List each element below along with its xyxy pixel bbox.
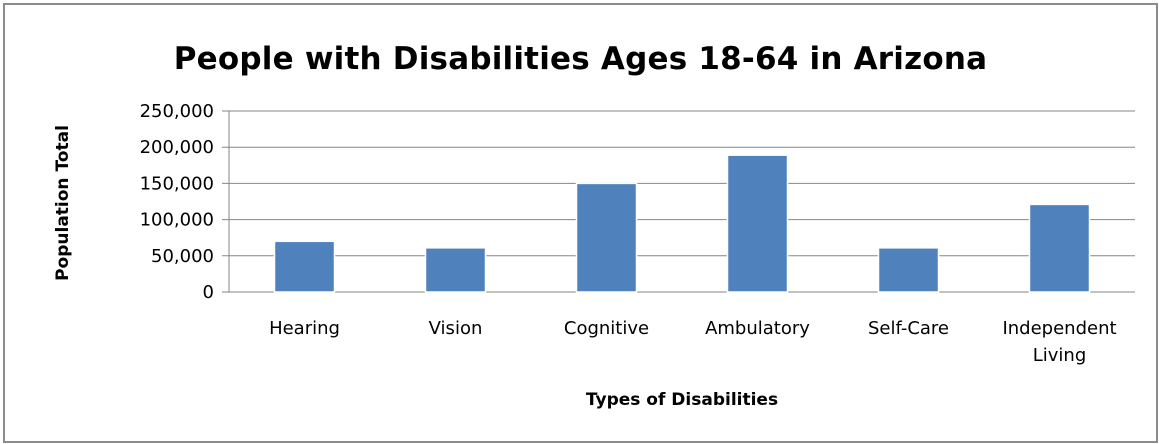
- x-tick-label: Ambulatory: [705, 318, 810, 339]
- x-tick-label: Cognitive: [564, 318, 649, 339]
- y-tick-label: 100,000: [140, 210, 214, 231]
- y-tick-label: 50,000: [151, 246, 214, 267]
- bar: [1028, 203, 1091, 293]
- x-tick-label: Self-Care: [868, 318, 949, 339]
- x-tick-label: Independent: [1002, 318, 1116, 339]
- x-axis-title: Types of Disabilities: [586, 390, 778, 410]
- x-tick-label: Living: [1033, 345, 1087, 366]
- x-tick-label: Hearing: [269, 318, 340, 339]
- gridlines: [222, 110, 1135, 293]
- bars: [273, 154, 1091, 293]
- y-axis-ticks: 0 50,000 100,000 150,000 200,000 250,000: [140, 101, 214, 303]
- bar: [726, 154, 789, 293]
- x-axis-ticks: Hearing Vision Cognitive Ambulatory Self-Car…: [269, 318, 1116, 366]
- y-tick-label: 150,000: [140, 173, 214, 194]
- bar: [877, 247, 940, 293]
- bar: [424, 247, 487, 293]
- x-tick-label: Vision: [429, 318, 483, 339]
- chart-title: People with Disabilities Ages 18-64 in A…: [173, 41, 988, 77]
- y-axis-title: Population Total: [53, 125, 73, 281]
- y-tick-label: 0: [203, 282, 214, 303]
- y-tick-label: 200,000: [140, 137, 214, 158]
- bar: [575, 182, 638, 293]
- bar: [273, 240, 336, 293]
- chart-frame: People with Disabilities Ages 18-64 in A…: [3, 3, 1158, 443]
- y-tick-label: 250,000: [140, 101, 214, 122]
